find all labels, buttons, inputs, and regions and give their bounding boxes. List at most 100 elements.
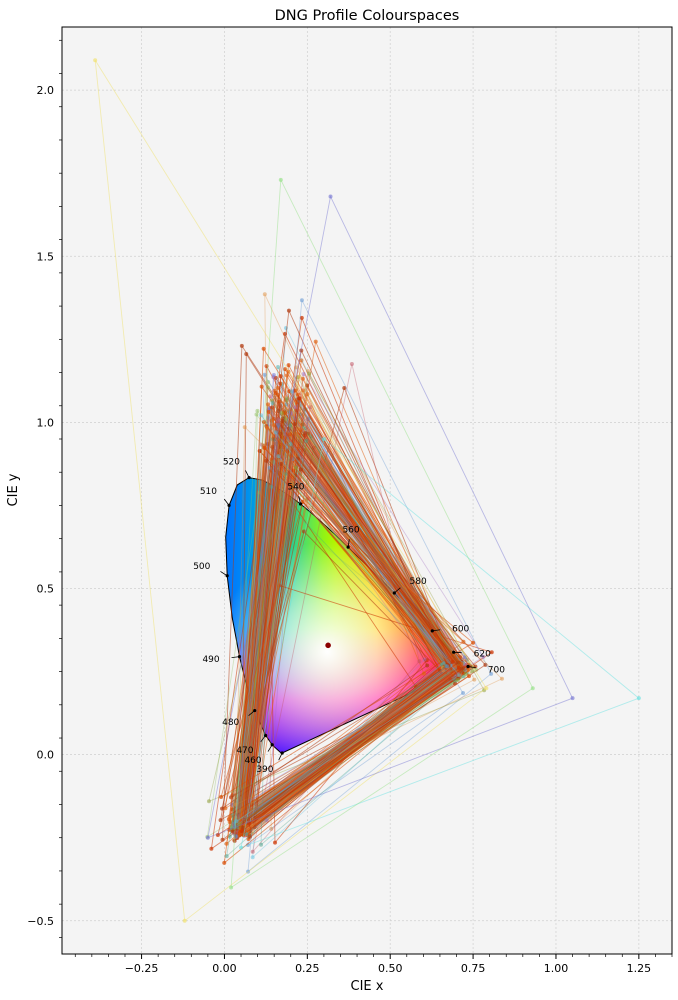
chart-title: DNG Profile Colourspaces xyxy=(275,8,460,24)
gamut-primary-point xyxy=(298,467,303,472)
gamut-primary-point xyxy=(246,869,251,874)
gamut-primary-point xyxy=(244,351,249,356)
wavelength-point xyxy=(430,629,434,633)
gamut-primary-point xyxy=(276,454,281,459)
gamut-triangle xyxy=(233,423,448,828)
y-tick-label: 1.5 xyxy=(37,250,55,263)
gamut-primary-point xyxy=(489,671,494,676)
gamut-primary-point xyxy=(271,372,276,377)
wavelength-point xyxy=(392,591,396,595)
gamut-primary-point xyxy=(288,422,293,427)
y-tick-label: −0.5 xyxy=(27,915,54,928)
gamut-primary-point xyxy=(266,409,271,414)
wavelength-point xyxy=(298,502,303,506)
gamut-triangle xyxy=(207,195,574,839)
gamut-primary-point xyxy=(279,410,284,415)
gamut-primary-point xyxy=(342,386,347,391)
gamut-primary-point xyxy=(417,659,422,664)
gamut-triangle xyxy=(208,372,485,803)
x-tick-label: 0.75 xyxy=(461,962,486,975)
wavelength-point xyxy=(237,655,242,659)
gamut-primary-point xyxy=(234,819,239,824)
gamut-primary-point xyxy=(239,845,244,850)
gamut-primary-point xyxy=(273,840,278,845)
gamut-primary-point xyxy=(349,362,354,367)
gamut-primary-point xyxy=(278,403,283,408)
gamut-primary-point xyxy=(206,799,211,804)
gamut-primary-point xyxy=(233,802,238,807)
wavelength-point xyxy=(263,733,268,738)
gamut-primary-point xyxy=(266,379,271,384)
gamut-primary-point xyxy=(445,664,450,669)
gamut-primary-point xyxy=(222,860,227,865)
gamut-primary-point xyxy=(264,364,269,369)
y-tick-label: 0.0 xyxy=(37,749,55,762)
gamut-primary-point xyxy=(481,654,486,659)
wavelength-point xyxy=(227,503,231,507)
gamut-primary-point xyxy=(286,308,291,313)
gamut-primary-point xyxy=(286,363,291,368)
gamut-triangle xyxy=(241,468,464,829)
gamut-primary-point xyxy=(307,371,312,376)
gamut-primary-point xyxy=(262,446,267,451)
gamut-primary-point xyxy=(313,339,318,344)
wavelength-label: 510 xyxy=(200,487,217,497)
gamut-primary-point xyxy=(294,465,299,470)
wavelength-label: 700 xyxy=(488,665,505,675)
y-tick-label: 1.0 xyxy=(37,416,55,429)
gamut-primary-point xyxy=(304,438,309,443)
gamut-primary-point xyxy=(278,177,283,182)
gamut-triangle xyxy=(238,428,464,818)
gamut-primary-point xyxy=(471,640,476,645)
x-tick-label: −0.25 xyxy=(125,962,159,975)
gamut-primary-point xyxy=(489,650,494,655)
gamut-primary-point xyxy=(276,422,281,427)
gamut-triangle xyxy=(230,178,534,889)
gamut-triangle xyxy=(241,397,454,833)
gamut-primary-point xyxy=(289,389,294,394)
gamut-primary-point xyxy=(229,885,234,890)
gamut-primary-point xyxy=(467,674,472,679)
gamut-primary-point xyxy=(530,686,535,691)
gamut-primary-point xyxy=(284,396,289,401)
gamut-primary-point xyxy=(254,412,259,417)
gamut-primary-point xyxy=(270,401,275,406)
gamut-primary-point xyxy=(636,696,641,701)
gamut-primary-point xyxy=(215,833,220,838)
gamut-primary-point xyxy=(239,343,244,348)
whitepoint-dot xyxy=(325,642,331,649)
gamut-primary-point xyxy=(302,529,307,534)
wavelength-label: 480 xyxy=(222,718,239,728)
gamut-primary-point xyxy=(570,696,575,701)
gamut-primary-point xyxy=(243,817,248,822)
y-tick-label: 2.0 xyxy=(37,84,55,97)
gamut-primary-point xyxy=(457,673,462,678)
gamut-primary-point xyxy=(288,441,293,446)
wavelength-label: 540 xyxy=(287,483,304,493)
gamut-primary-point xyxy=(205,835,210,840)
gamut-primary-point xyxy=(273,390,278,395)
x-axis-ticks: −0.25 0.00 0.25 0.50 0.75 1.00 1.25 xyxy=(74,954,673,975)
gamut-primary-point xyxy=(273,430,278,435)
wavelength-point xyxy=(253,708,257,713)
gamut-triangle xyxy=(220,501,474,798)
x-tick-label: 1.25 xyxy=(627,962,652,975)
gamut-primary-point xyxy=(278,458,283,463)
gamut-primary-point xyxy=(499,676,504,681)
gamut-primary-point xyxy=(455,677,460,682)
gamut-triangle xyxy=(235,439,447,829)
gamut-triangle xyxy=(234,419,463,842)
wavelength-point xyxy=(452,650,456,654)
wavelength-label: 490 xyxy=(202,655,219,665)
gamut-primary-point xyxy=(269,826,274,831)
gamut-primary-point xyxy=(259,842,264,847)
gamut-primary-point xyxy=(300,376,305,381)
gamut-primary-point xyxy=(299,358,304,363)
gamut-primary-point xyxy=(232,824,237,829)
gamut-primary-point xyxy=(248,834,253,839)
gamut-triangle xyxy=(237,409,453,816)
gamut-primary-point xyxy=(470,669,475,674)
gamut-triangle xyxy=(239,411,461,830)
wavelength-point xyxy=(270,743,274,747)
gamut-primary-point xyxy=(273,375,278,380)
